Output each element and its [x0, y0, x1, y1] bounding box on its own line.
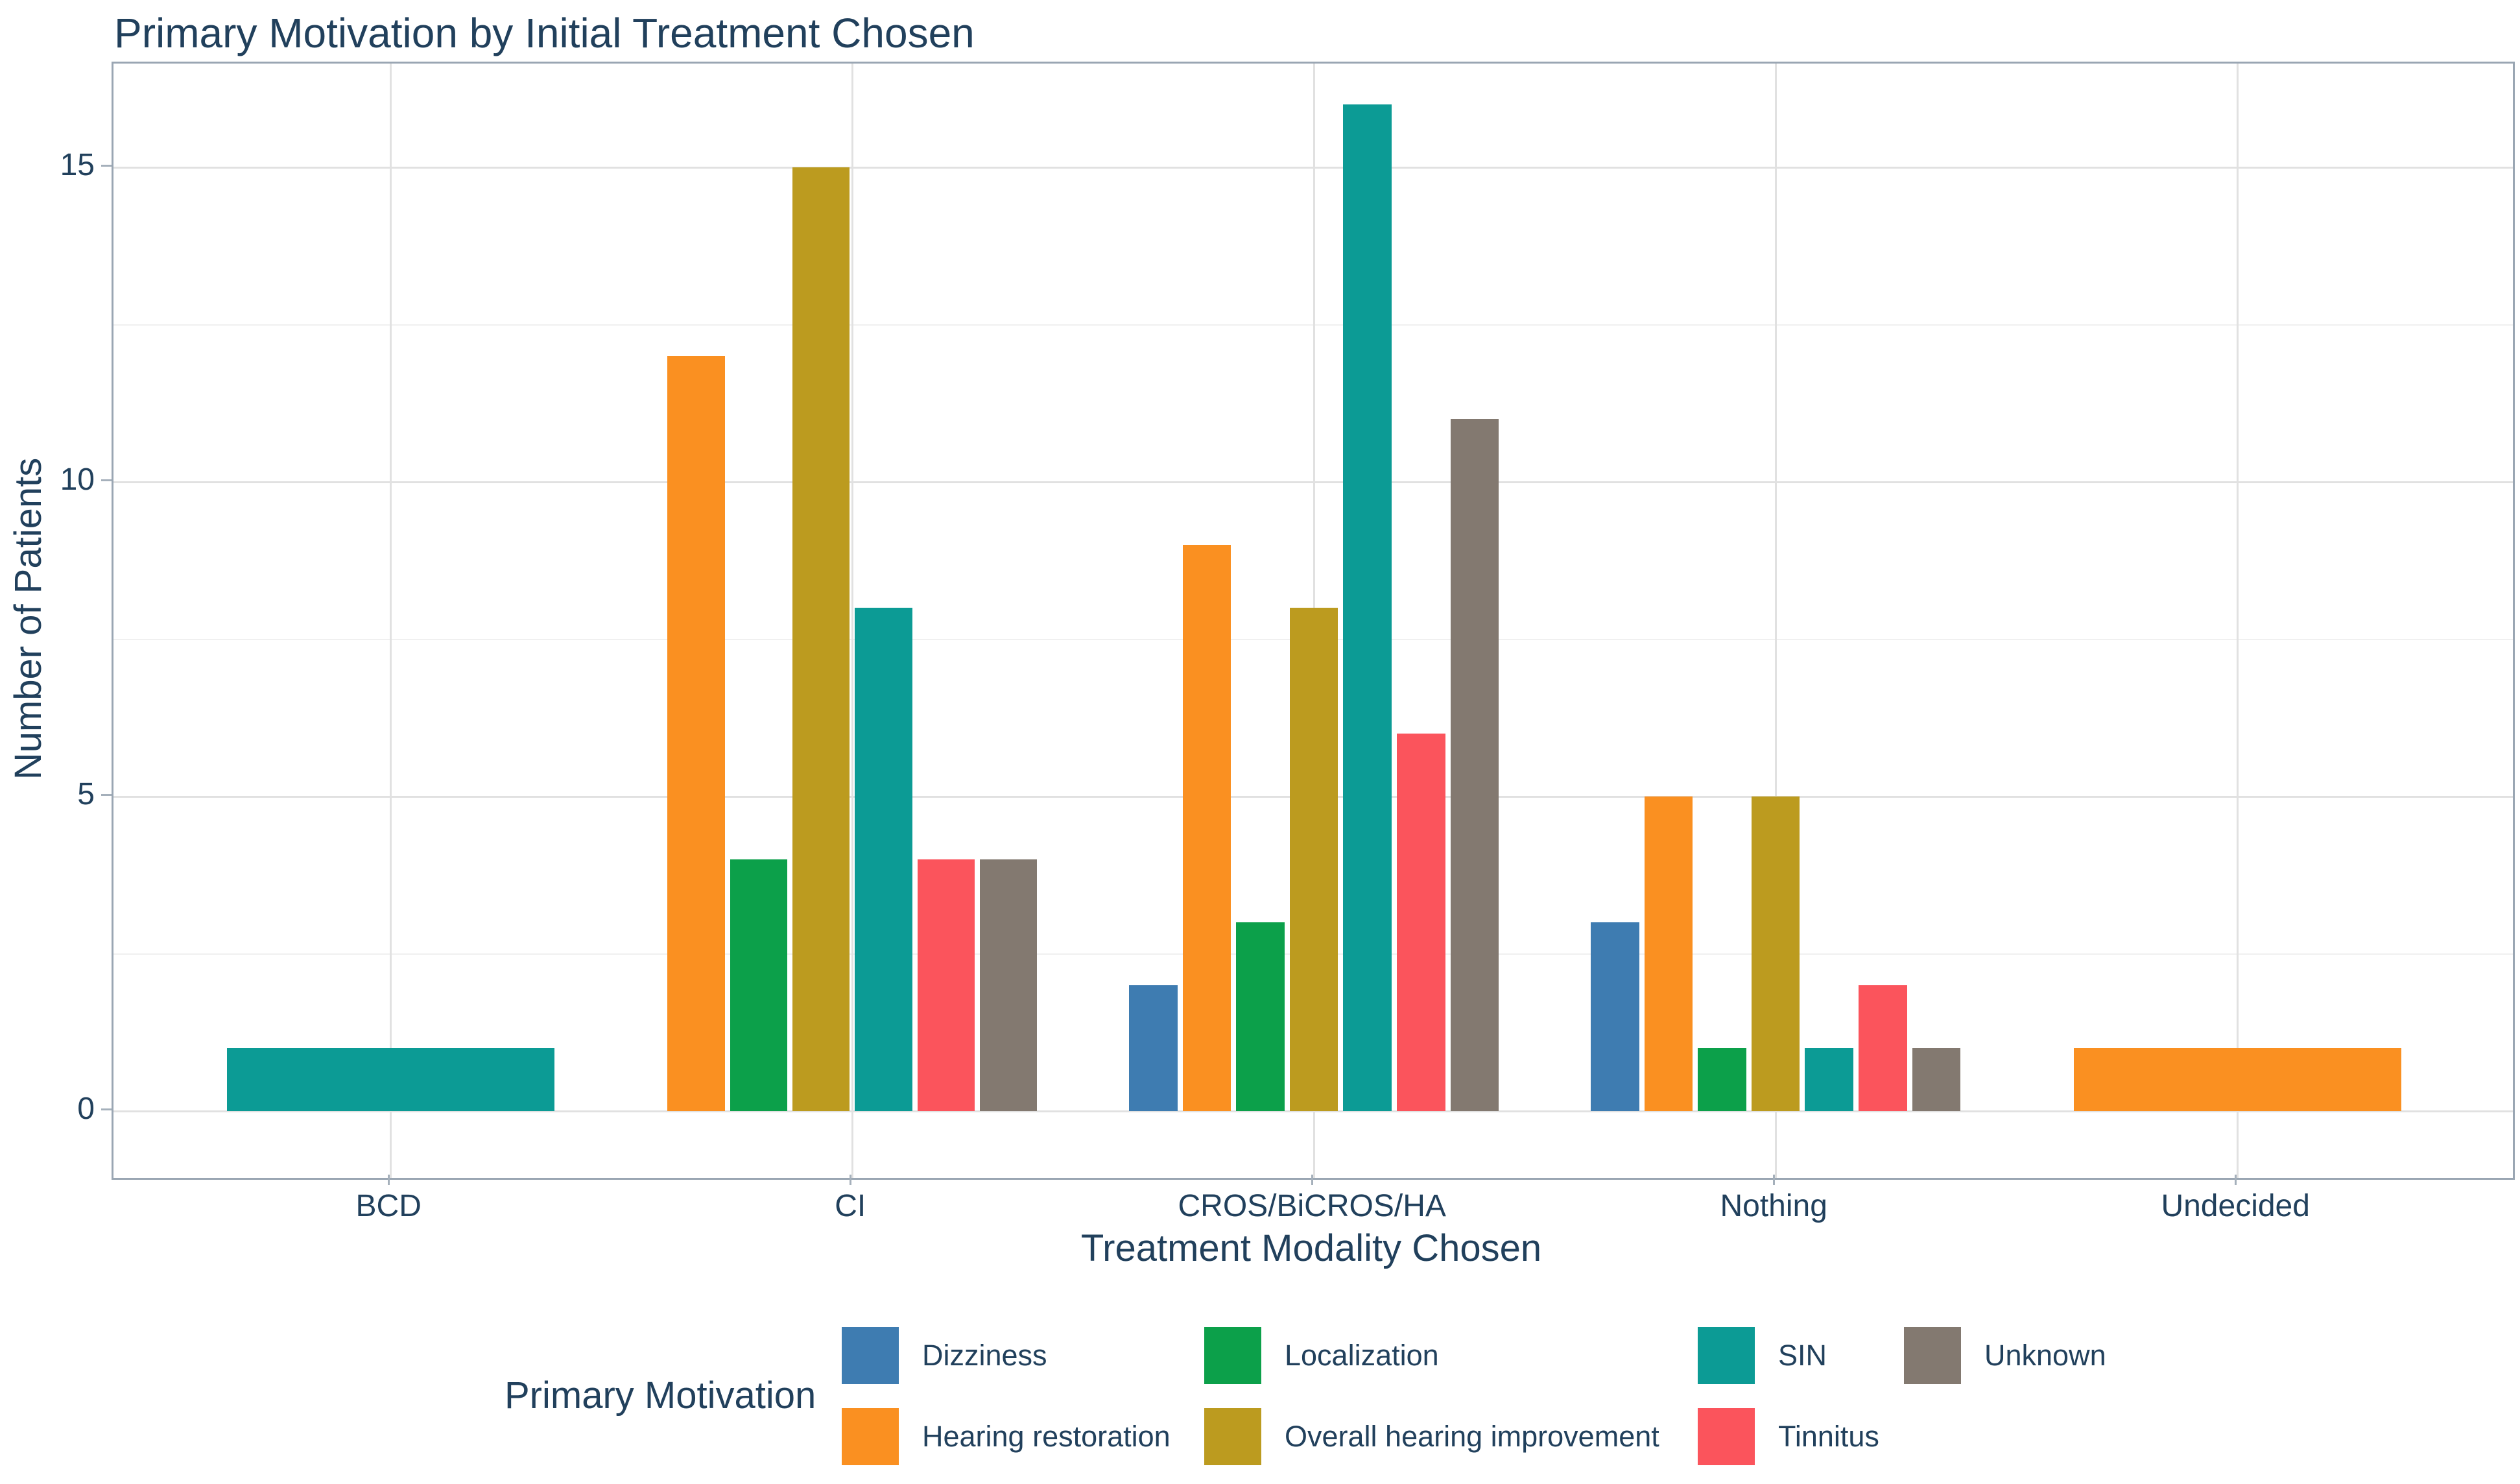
legend-swatch-tinnitus — [1698, 1408, 1755, 1465]
gridline-vertical — [851, 64, 853, 1178]
legend-label: Tinnitus — [1778, 1420, 1879, 1453]
legend-label: Overall hearing improvement — [1285, 1420, 1659, 1453]
bar-overall-hearing-improvement-cros-bicros-ha — [1289, 608, 1338, 1111]
gridline-vertical — [1774, 64, 1777, 1178]
legend-item: SIN — [1698, 1327, 1879, 1384]
legend-label: Unknown — [1984, 1339, 2106, 1372]
x-tick-label: Undecided — [2161, 1189, 2310, 1223]
x-tick-mark — [2234, 1175, 2237, 1185]
x-tick-label: Nothing — [1720, 1189, 1827, 1223]
bar-dizziness-nothing — [1591, 922, 1639, 1111]
chart-title: Primary Motivation by Initial Treatment … — [114, 10, 975, 56]
bar-hearing-restoration-ci — [667, 356, 725, 1111]
bar-hearing-restoration-cros-bicros-ha — [1182, 545, 1231, 1111]
y-tick-label: 5 — [77, 777, 95, 811]
y-axis-title: Number of Patients — [7, 457, 49, 780]
legend-item: Overall hearing improvement — [1204, 1408, 1659, 1465]
legend-swatch-dizziness — [842, 1327, 899, 1384]
y-tick-label: 15 — [60, 148, 95, 182]
legend-swatch-overall-hearing-improvement — [1204, 1408, 1261, 1465]
legend-column: Unknown — [1904, 1327, 2106, 1384]
legend-title: Primary Motivation — [505, 1374, 816, 1417]
bar-tinnitus-cros-bicros-ha — [1397, 734, 1445, 1111]
y-tick-mark — [101, 793, 112, 796]
x-tick-mark — [849, 1175, 851, 1185]
bar-hearing-restoration-nothing — [1644, 796, 1693, 1111]
x-axis-title: Treatment Modality Chosen — [1080, 1227, 1542, 1269]
x-tick-mark — [1772, 1175, 1775, 1185]
legend-label: Dizziness — [922, 1339, 1047, 1372]
bar-sin-bcd — [226, 1048, 554, 1111]
legend-swatch-sin — [1698, 1327, 1755, 1384]
legend-column: Dizziness Hearing restoration — [842, 1327, 1171, 1465]
bar-overall-hearing-improvement-ci — [792, 167, 850, 1111]
legend-item: Localization — [1204, 1327, 1659, 1384]
bar-sin-ci — [855, 608, 912, 1111]
bar-sin-cros-bicros-ha — [1343, 104, 1392, 1111]
bar-tinnitus-nothing — [1859, 985, 1907, 1111]
x-tick-mark — [387, 1175, 390, 1185]
legend-label: Hearing restoration — [922, 1420, 1171, 1453]
legend-item: Dizziness — [842, 1327, 1171, 1384]
gridline-vertical — [2236, 64, 2239, 1178]
legend-label: SIN — [1778, 1339, 1827, 1372]
x-tick-label: CI — [835, 1189, 866, 1223]
gridline-vertical — [389, 64, 392, 1178]
legend-item: Hearing restoration — [842, 1408, 1171, 1465]
bar-tinnitus-ci — [917, 859, 975, 1111]
legend-column: Localization Overall hearing improvement — [1204, 1327, 1659, 1465]
bar-localization-ci — [730, 859, 787, 1111]
bar-hearing-restoration-undecided — [2073, 1048, 2401, 1111]
legend-item: Unknown — [1904, 1327, 2106, 1384]
y-tick-mark — [101, 479, 112, 481]
bar-overall-hearing-improvement-nothing — [1751, 796, 1800, 1111]
bar-dizziness-cros-bicros-ha — [1129, 985, 1178, 1111]
x-tick-label: BCD — [355, 1189, 422, 1223]
y-tick-mark — [101, 1108, 112, 1110]
bar-unknown-cros-bicros-ha — [1450, 419, 1499, 1111]
legend-label: Localization — [1285, 1339, 1439, 1372]
bar-localization-cros-bicros-ha — [1236, 922, 1285, 1111]
x-tick-label: CROS/BiCROS/HA — [1178, 1189, 1446, 1223]
bar-sin-nothing — [1805, 1048, 1854, 1111]
legend-swatch-unknown — [1904, 1327, 1961, 1384]
legend-swatch-hearing-restoration — [842, 1408, 899, 1465]
legend-column: SIN Tinnitus — [1698, 1327, 1879, 1465]
y-tick-mark — [101, 164, 112, 167]
y-tick-label: 10 — [60, 462, 95, 497]
legend-item: Tinnitus — [1698, 1408, 1879, 1465]
bar-unknown-ci — [979, 859, 1038, 1111]
bar-unknown-nothing — [1912, 1048, 1961, 1111]
x-tick-mark — [1311, 1175, 1313, 1185]
legend-swatch-localization — [1204, 1327, 1261, 1384]
y-tick-label: 0 — [77, 1092, 95, 1126]
bar-localization-nothing — [1698, 1048, 1746, 1111]
plot-panel — [112, 62, 2515, 1180]
